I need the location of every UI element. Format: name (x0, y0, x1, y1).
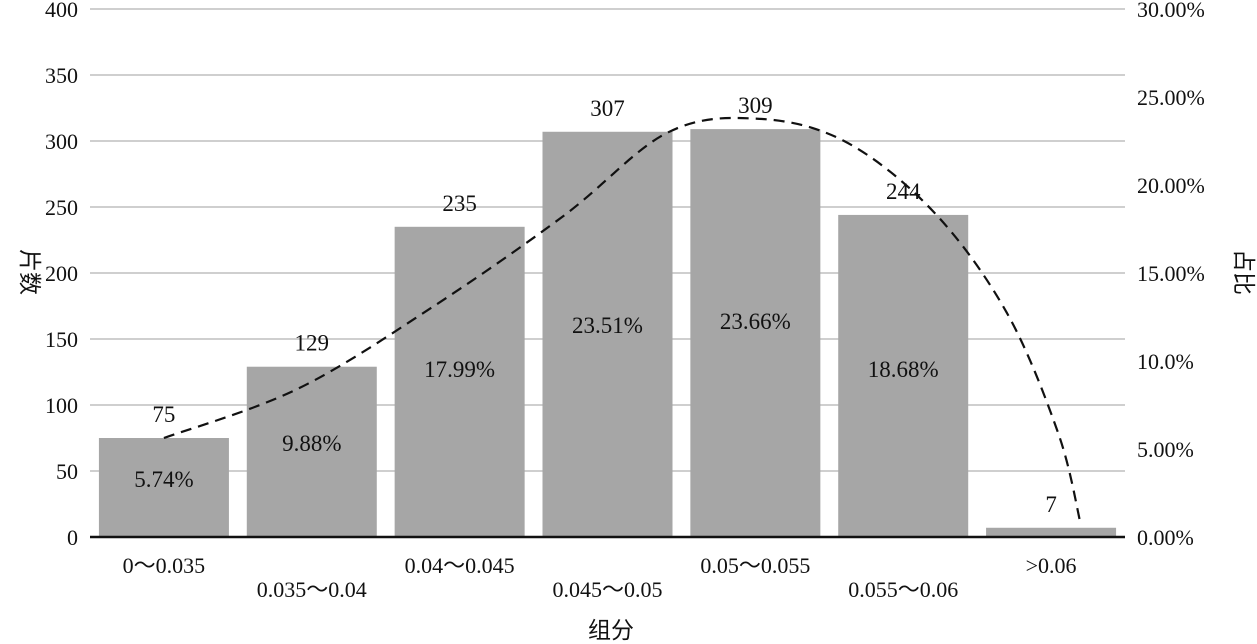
percent-label-1: 9.88% (282, 431, 341, 456)
percent-label-5: 18.68% (868, 357, 939, 382)
y2-tick-label: 10.0% (1137, 349, 1194, 374)
x-axis-title: 组分 (588, 618, 634, 644)
bar-2 (394, 226, 525, 538)
value-label-4: 309 (738, 93, 773, 118)
tick-labels: 0 50 100 150 200 250 300 350 400 0.00% 5.00% 10.0% 1… (45, 0, 1205, 602)
x-tick-label: 0.035～0.04 (257, 577, 367, 602)
bar-5 (838, 214, 969, 538)
y2-tick-label: 25.00% (1137, 85, 1205, 110)
x-tick-label: 0.045～0.05 (552, 577, 662, 602)
y2-axis-title: 占比 (1230, 249, 1256, 295)
x-tick-label: 0～0.035 (123, 553, 206, 578)
y2-tick-label: 5.00% (1137, 437, 1194, 462)
y-tick-label: 300 (45, 129, 78, 154)
value-label-6: 7 (1045, 492, 1057, 517)
bar-0 (98, 438, 229, 537)
y-axis-title: 片数 (16, 249, 42, 295)
y2-tick-label: 20.00% (1137, 173, 1205, 198)
y-tick-label: 200 (45, 261, 78, 286)
y-tick-label: 150 (45, 327, 78, 352)
x-tick-label: >0.06 (1026, 553, 1077, 578)
data-labels: 75 129 235 307 309 244 7 5.74% 9.88% 17.99% 23.51%… (134, 93, 1057, 517)
value-label-5: 244 (886, 179, 921, 204)
value-label-2: 235 (442, 191, 477, 216)
bar-3 (542, 131, 673, 537)
percent-label-0: 5.74% (134, 467, 193, 492)
x-tick-label: 0.05～0.055 (700, 553, 810, 578)
bars (98, 129, 1117, 538)
trend-line (163, 116, 1082, 525)
y-tick-label: 350 (45, 63, 78, 88)
y-tick-label: 50 (56, 459, 78, 484)
value-label-3: 307 (590, 96, 625, 121)
y2-tick-label: 0.00% (1137, 525, 1194, 550)
percent-label-3: 23.51% (572, 313, 643, 338)
y-tick-label: 400 (45, 0, 78, 22)
percent-label-4: 23.66% (720, 309, 791, 334)
y-tick-label: 100 (45, 393, 78, 418)
trend-line-layer (163, 116, 1082, 525)
x-tick-label: 0.055～0.06 (848, 577, 958, 602)
x-tick-label: 0.04～0.045 (405, 553, 515, 578)
bar-1 (246, 366, 377, 537)
y2-tick-label: 15.00% (1137, 261, 1205, 286)
percent-label-2: 17.99% (424, 357, 495, 382)
y-tick-label: 250 (45, 195, 78, 220)
y-tick-label: 0 (67, 525, 78, 550)
y2-tick-label: 30.00% (1137, 0, 1205, 22)
bar-4 (690, 129, 821, 537)
bar-6 (986, 527, 1117, 537)
value-label-0: 75 (152, 402, 175, 427)
value-label-1: 129 (295, 331, 330, 356)
